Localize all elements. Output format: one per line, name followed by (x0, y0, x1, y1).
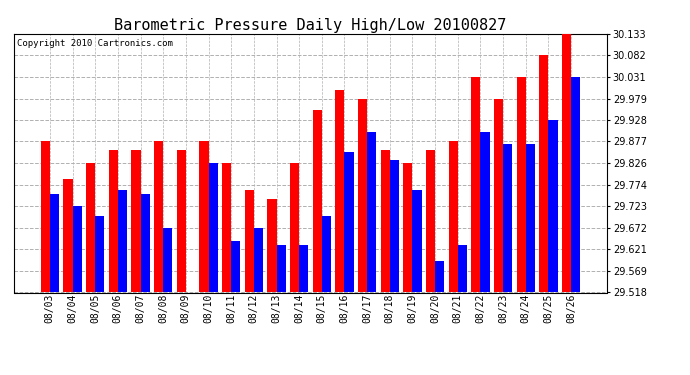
Bar (131, 150, 141, 292)
Bar (426, 150, 435, 292)
Bar (367, 132, 376, 292)
Text: Copyright 2010 Cartronics.com: Copyright 2010 Cartronics.com (17, 39, 172, 48)
Bar (435, 261, 444, 292)
Bar (413, 190, 422, 292)
Bar (208, 163, 217, 292)
Bar (571, 76, 580, 292)
Bar (503, 144, 512, 292)
Bar (322, 216, 331, 292)
Bar (41, 141, 50, 292)
Bar (154, 141, 163, 292)
Bar (254, 228, 263, 292)
Bar (358, 99, 367, 292)
Bar (268, 199, 277, 292)
Title: Barometric Pressure Daily High/Low 20100827: Barometric Pressure Daily High/Low 20100… (115, 18, 506, 33)
Bar (50, 194, 59, 292)
Bar (313, 110, 322, 292)
Bar (277, 245, 286, 292)
Bar (480, 132, 490, 292)
Bar (344, 152, 353, 292)
Bar (448, 141, 458, 292)
Bar (118, 190, 127, 292)
Bar (517, 76, 526, 292)
Bar (63, 179, 72, 292)
Bar (494, 99, 503, 292)
Bar (471, 76, 480, 292)
Bar (177, 150, 186, 292)
Bar (290, 163, 299, 292)
Bar (109, 150, 118, 292)
Bar (141, 194, 150, 292)
Bar (526, 144, 535, 292)
Bar (458, 245, 467, 292)
Bar (404, 163, 413, 292)
Bar (540, 55, 549, 292)
Bar (86, 163, 95, 292)
Bar (390, 160, 399, 292)
Bar (562, 34, 571, 292)
Bar (381, 150, 390, 292)
Bar (222, 163, 231, 292)
Bar (549, 120, 558, 292)
Bar (163, 228, 172, 292)
Bar (72, 206, 81, 292)
Bar (231, 241, 240, 292)
Bar (245, 190, 254, 292)
Bar (335, 90, 344, 292)
Bar (199, 141, 208, 292)
Bar (95, 216, 104, 292)
Bar (299, 245, 308, 292)
